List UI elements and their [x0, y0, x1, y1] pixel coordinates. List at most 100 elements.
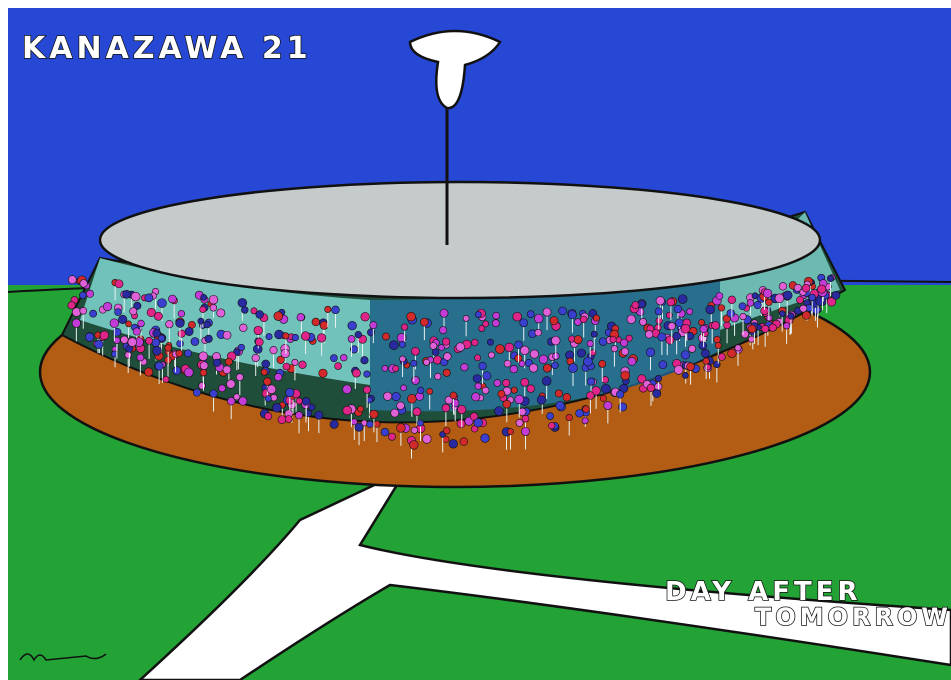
flower [666, 312, 672, 318]
flower [397, 402, 405, 410]
flower [200, 362, 208, 370]
flower [72, 319, 81, 328]
flower [718, 305, 725, 312]
flower [292, 359, 298, 365]
flower [593, 315, 599, 321]
flower [471, 339, 478, 346]
flower [587, 392, 595, 400]
flower [519, 361, 525, 367]
flower [748, 325, 756, 333]
flower [130, 308, 137, 315]
flower [788, 313, 794, 319]
flower [68, 302, 75, 309]
flower [392, 392, 401, 401]
flower [302, 397, 310, 405]
flower [361, 312, 370, 321]
flower [611, 345, 618, 352]
flower [646, 348, 655, 357]
flower [457, 420, 465, 428]
flower [580, 316, 587, 323]
flower [516, 419, 523, 426]
flower [461, 363, 469, 371]
flower [343, 385, 352, 394]
flower [227, 380, 236, 389]
flower [90, 310, 97, 317]
flower [153, 329, 161, 337]
flower [616, 391, 624, 399]
flower [332, 306, 340, 314]
flower [176, 319, 185, 328]
flower [602, 376, 609, 383]
flower [674, 365, 683, 374]
flower [510, 365, 518, 373]
flower [568, 311, 576, 319]
flower [264, 378, 272, 386]
flower [483, 321, 489, 327]
flower [741, 330, 749, 338]
flower [527, 311, 534, 318]
flower [728, 349, 737, 358]
flower [209, 295, 218, 304]
flower [355, 423, 363, 431]
flower [639, 318, 646, 325]
flower [521, 378, 529, 386]
flower [802, 311, 810, 319]
flower [396, 423, 405, 432]
flower [261, 369, 267, 375]
flower [266, 333, 272, 339]
flower [255, 338, 263, 346]
flower [131, 292, 140, 301]
flower [178, 330, 185, 337]
flower [472, 393, 480, 401]
flower [177, 340, 184, 347]
flower [296, 398, 302, 404]
flower [687, 332, 694, 339]
flower [361, 356, 369, 364]
flower [474, 418, 483, 427]
flower [325, 306, 331, 312]
flower [832, 291, 840, 299]
flower [438, 345, 444, 351]
flower [138, 320, 145, 327]
flower [217, 309, 225, 317]
flower [521, 427, 529, 435]
flower [275, 330, 284, 339]
flower [423, 359, 429, 365]
flower [274, 373, 282, 381]
flower [599, 338, 607, 346]
flower [79, 292, 86, 299]
flower [410, 441, 419, 450]
flower [152, 339, 160, 347]
flower [783, 323, 790, 330]
flower [674, 305, 682, 313]
flower [668, 322, 676, 330]
flower [583, 406, 590, 413]
flower [137, 354, 144, 361]
flower [80, 280, 88, 288]
flower [610, 336, 616, 342]
flower [456, 343, 465, 352]
flower [281, 349, 290, 358]
flower [407, 312, 416, 321]
flower [715, 342, 721, 348]
flower [319, 369, 327, 377]
flower [370, 322, 377, 329]
flower [762, 325, 769, 332]
flower [779, 311, 785, 317]
flower [295, 412, 302, 419]
flower [239, 397, 247, 405]
flower [115, 280, 123, 288]
flower [348, 335, 355, 342]
flower [508, 429, 514, 435]
flower [747, 299, 754, 306]
flower [488, 352, 494, 358]
flower [225, 358, 232, 365]
flower [590, 350, 596, 356]
flower [442, 404, 450, 412]
flower [687, 363, 695, 371]
flower [178, 310, 185, 317]
flower [739, 303, 746, 310]
flower [381, 428, 389, 436]
flower [551, 362, 558, 369]
flower [413, 408, 421, 416]
